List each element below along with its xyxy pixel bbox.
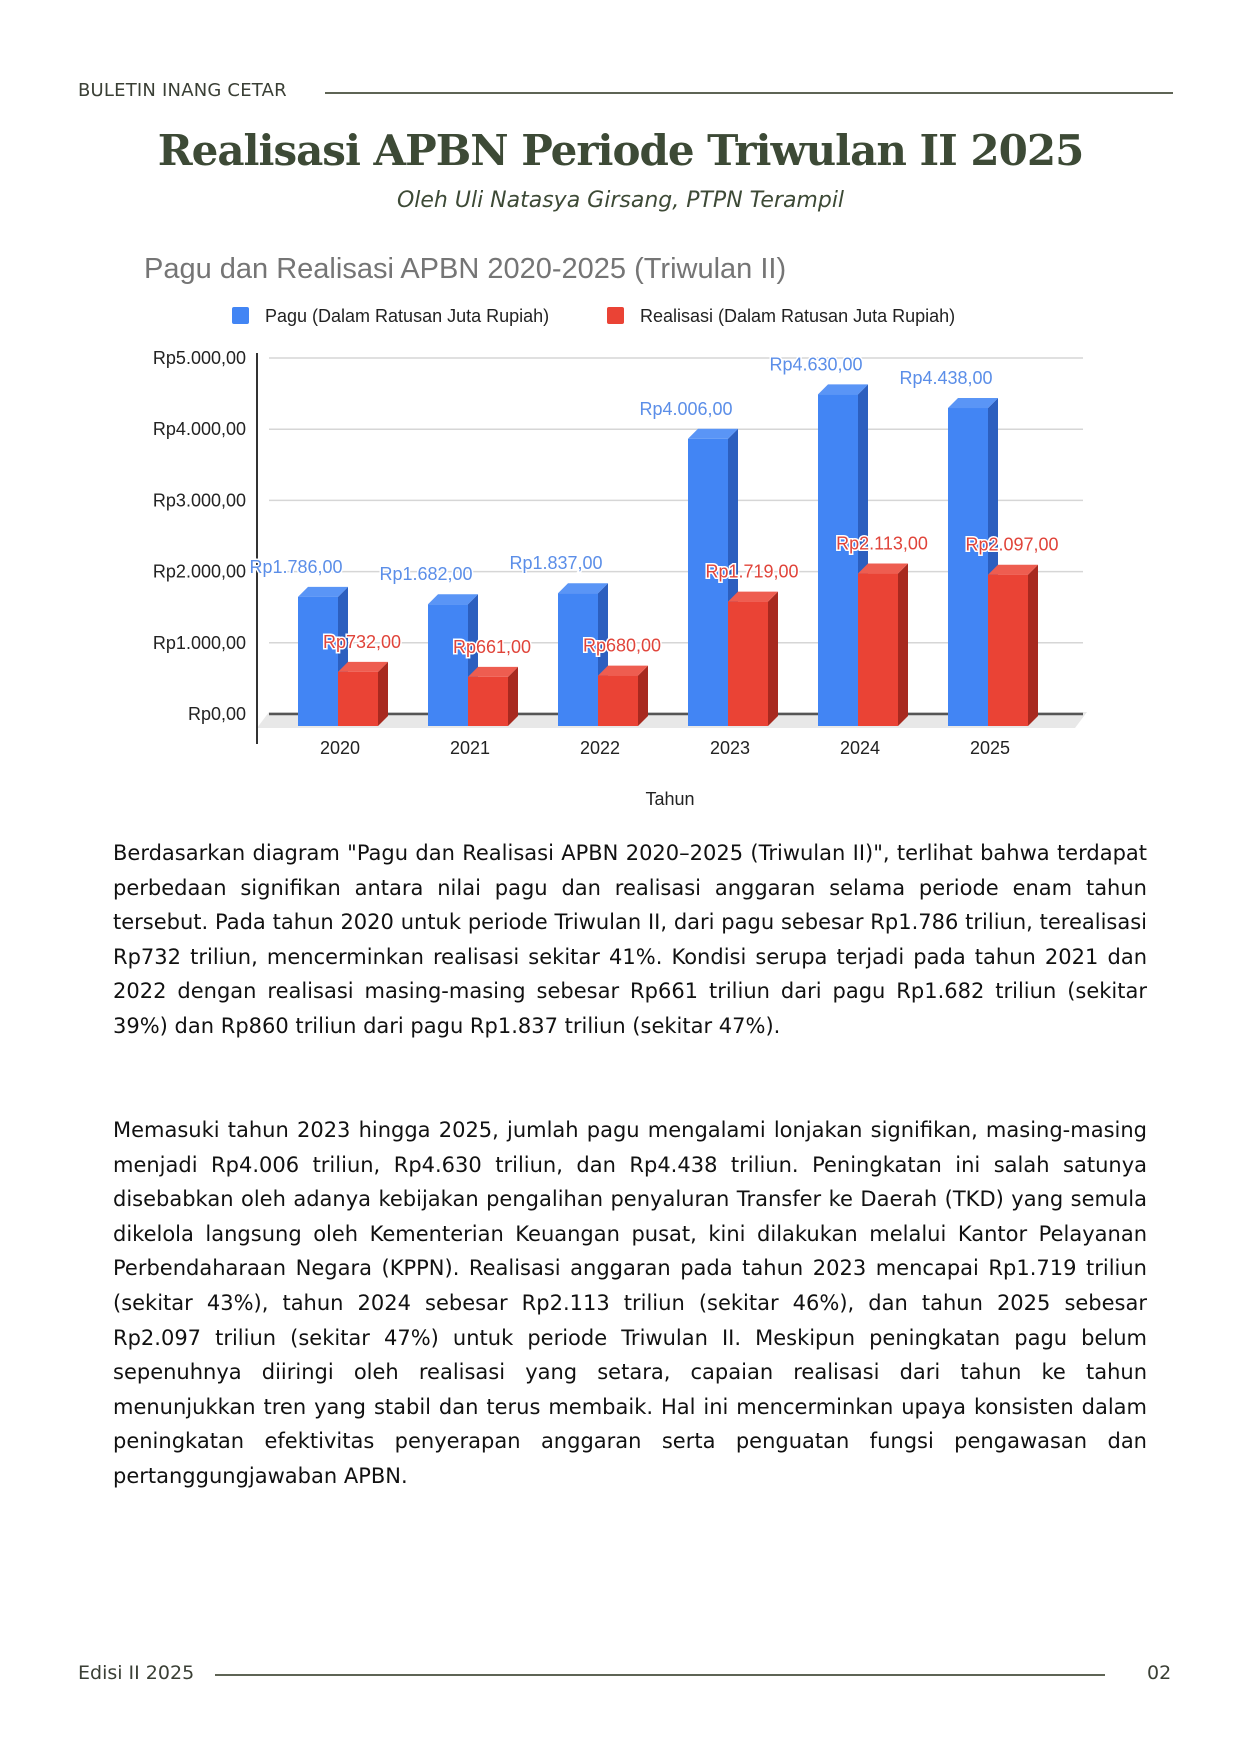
bar-side — [898, 563, 908, 726]
data-label: Rp1.837,00 — [509, 553, 602, 573]
publication-name: BULETIN INANG CETAR — [78, 80, 287, 101]
x-tick-label: 2020 — [320, 738, 360, 758]
bar-top — [988, 564, 1038, 575]
bar-top — [858, 563, 908, 574]
data-label: Rp1.682,00 — [379, 564, 472, 584]
bar-side — [378, 661, 388, 726]
realisasi-bar-2023 — [728, 601, 768, 726]
y-tick-label: Rp1.000,00 — [153, 633, 246, 653]
pagu-bar-2023 — [688, 438, 728, 726]
y-tick-label: Rp3.000,00 — [153, 490, 246, 510]
data-label: Rp4.006,00 — [639, 399, 732, 419]
bar-side — [508, 666, 518, 726]
article-byline: Oleh Uli Natasya Girsang, PTPN Terampil — [396, 188, 845, 213]
data-label: Rp680,00 — [583, 636, 661, 656]
x-tick-label: 2023 — [710, 738, 750, 758]
y-tick-label: Rp5.000,00 — [153, 348, 246, 368]
x-tick-label: 2021 — [450, 738, 490, 758]
data-label: Rp4.630,00 — [769, 354, 862, 374]
data-label: Rp661,00 — [453, 637, 531, 657]
data-label: Rp4.438,00 — [899, 368, 992, 388]
realisasi-bar-2020 — [338, 671, 378, 726]
header-divider — [325, 92, 1173, 94]
pagu-bar-2025 — [948, 408, 988, 726]
data-label: Rp1.786,00 — [249, 557, 342, 577]
realisasi-bar-2025 — [988, 574, 1028, 726]
bar-top — [728, 591, 778, 602]
bar-top — [558, 583, 608, 594]
data-label: Rp2.097,00 — [965, 535, 1058, 555]
data-label: Rp2.113,00 — [836, 534, 928, 554]
bar-side — [768, 591, 778, 726]
x-tick-label: 2024 — [840, 738, 880, 758]
bar-top — [598, 665, 648, 676]
data-label: Rp732,00 — [323, 632, 401, 652]
x-axis-label: Tahun — [645, 789, 694, 809]
data-label: Rp1.719,00 — [705, 562, 798, 582]
realisasi-bar-2022 — [598, 675, 638, 726]
bar-top — [948, 398, 998, 409]
y-tick-label: Rp4.000,00 — [153, 419, 246, 439]
x-tick-label: 2025 — [970, 738, 1010, 758]
pagu-bar-2024 — [818, 394, 858, 726]
bar-top — [338, 661, 388, 672]
x-tick-label: 2022 — [580, 738, 620, 758]
chart-title: Pagu dan Realisasi APBN 2020-2025 (Triwu… — [144, 253, 786, 285]
article-title: Realisasi APBN Periode Triwulan II 2025 — [157, 126, 1085, 175]
pagu-bar-2022 — [558, 593, 598, 726]
legend-label-1: Realisasi (Dalam Ratusan Juta Rupiah) — [640, 306, 955, 326]
paragraph-1: Berdasarkan diagram "Pagu dan Realisasi … — [113, 841, 1147, 1038]
realisasi-bar-2021 — [468, 676, 508, 726]
footer-divider — [215, 1674, 1105, 1676]
legend-label-0: Pagu (Dalam Ratusan Juta Rupiah) — [265, 306, 549, 326]
pagu-bar-2020 — [298, 596, 338, 726]
pagu-bar-2021 — [428, 604, 468, 726]
y-tick-label: Rp2.000,00 — [153, 562, 246, 582]
y-tick-label: Rp0,00 — [188, 704, 246, 724]
bar-top — [428, 594, 478, 605]
bar-top — [688, 428, 738, 439]
bar-side — [638, 665, 648, 726]
bar-chart: Pagu dan Realisasi APBN 2020-2025 (Triwu… — [144, 253, 1087, 809]
bar-top — [818, 384, 868, 395]
legend-swatch-1 — [607, 307, 624, 324]
paragraph-2: Memasuki tahun 2023 hingga 2025, jumlah … — [113, 1118, 1147, 1488]
bar-top — [298, 586, 348, 597]
legend-swatch-0 — [232, 307, 249, 324]
edition-label: Edisi II 2025 — [78, 1662, 195, 1684]
page-number: 02 — [1147, 1662, 1172, 1684]
realisasi-bar-2024 — [858, 573, 898, 726]
bar-side — [1028, 564, 1038, 726]
bar-top — [468, 666, 518, 677]
